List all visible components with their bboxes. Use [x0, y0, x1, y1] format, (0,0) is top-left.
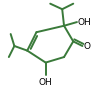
Text: OH: OH — [39, 78, 52, 87]
Text: O: O — [83, 42, 90, 51]
Text: OH: OH — [78, 18, 92, 27]
